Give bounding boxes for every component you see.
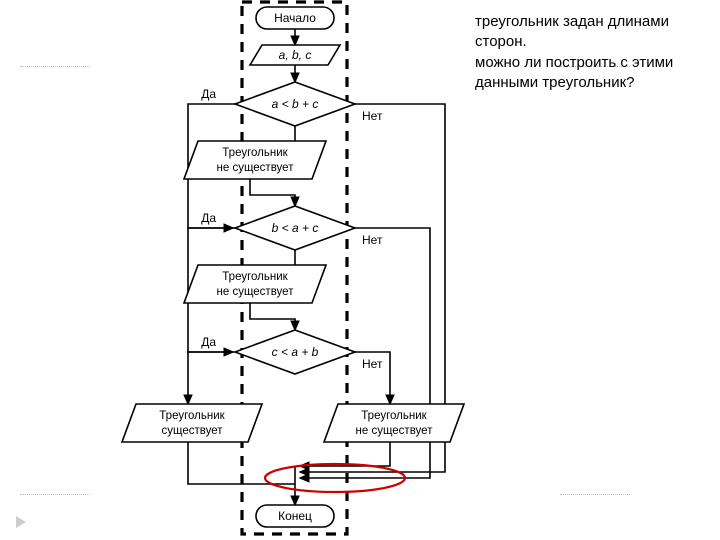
node-o1-line2: не существует — [217, 162, 295, 174]
node-o1-line1: Треугольник — [222, 147, 288, 159]
d1-yes-label: Да — [201, 87, 216, 101]
node-d1: a < b + c — [235, 82, 355, 126]
node-d1-label: a < b + c — [272, 97, 319, 111]
node-d3: c < a + b — [235, 330, 355, 374]
node-input-label: a, b, c — [279, 48, 312, 62]
d1-no-label: Нет — [362, 109, 383, 123]
node-start-label: Начало — [274, 11, 316, 25]
node-end: Конец — [256, 505, 334, 527]
d3-yes-label: Да — [201, 335, 216, 349]
node-d2-label: b < a + c — [272, 221, 319, 235]
node-o1: Треугольник не существует — [184, 141, 326, 179]
flowchart-svg: Начало a, b, c a < b + c Треугольник не … — [0, 0, 720, 540]
node-input: a, b, c — [250, 45, 340, 65]
node-start: Начало — [256, 7, 334, 29]
node-end-label: Конец — [278, 509, 312, 523]
node-o3no-line1: Треугольник — [361, 410, 427, 422]
nodes: Начало a, b, c a < b + c Треугольник не … — [122, 7, 464, 527]
node-o2: Треугольник не существует — [184, 265, 326, 303]
node-o2-line1: Треугольник — [222, 271, 288, 283]
d3-no-label: Нет — [362, 357, 383, 371]
node-o3no-line2: не существует — [356, 425, 434, 437]
d2-yes-label: Да — [201, 211, 216, 225]
node-d2: b < a + c — [235, 206, 355, 250]
node-o3yes-line1: Треугольник — [159, 410, 225, 422]
node-o3yes: Треугольник существует — [122, 404, 262, 442]
node-o3yes-line2: существует — [161, 425, 223, 437]
node-o2-line2: не существует — [217, 286, 295, 298]
d2-no-label: Нет — [362, 233, 383, 247]
node-d3-label: c < a + b — [272, 345, 319, 359]
node-o3no: Треугольник не существует — [324, 404, 464, 442]
